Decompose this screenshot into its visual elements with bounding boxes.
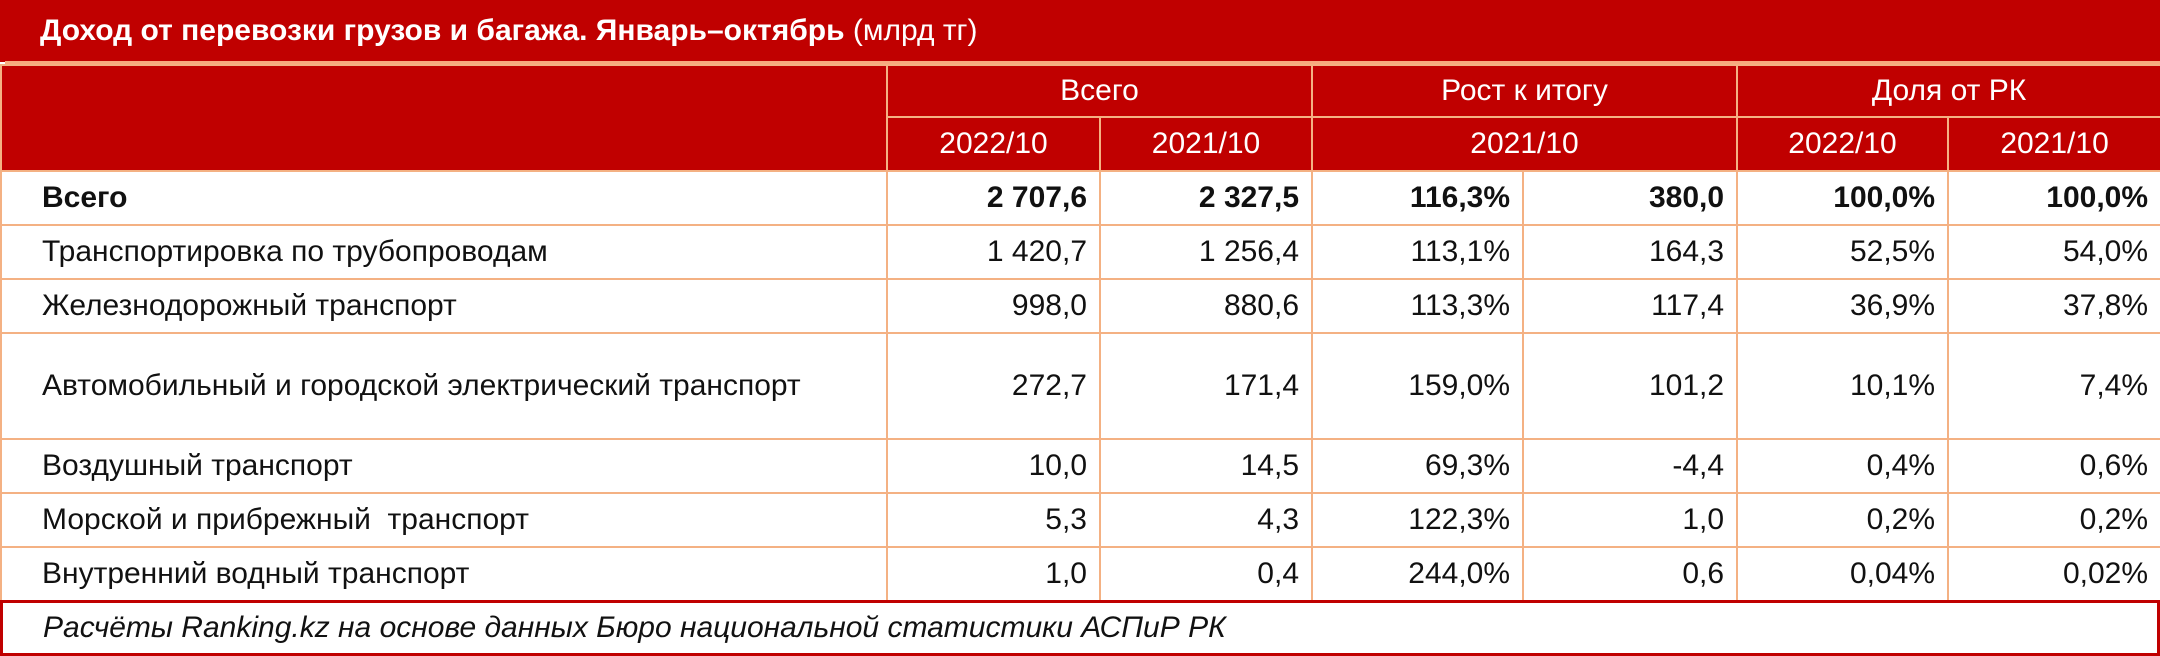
source-footer: Расчёты Ranking.kz на основе данных Бюро… [0,600,2160,656]
row-label: Транспортировка по трубопроводам [0,224,888,280]
row-label: Морской и прибрежный транспорт [0,492,888,548]
cell-value-2021: 0,4 [1098,546,1314,602]
cell-share-2021: 100,0% [1947,170,2160,226]
header-growth-2021: 2021/10 [1311,116,1739,172]
cell-value-2021: 880,6 [1098,278,1314,334]
cell-share-2021: 0,2% [1947,492,2160,548]
table-row: Воздушный транспорт 10,0 14,5 69,3% -4,4… [0,438,2160,494]
cell-growth-pct: 244,0% [1311,546,1525,602]
cell-share-2021: 7,4% [1947,332,2160,440]
title-unit: (млрд тг) [852,14,978,47]
cell-growth-abs: 1,0 [1522,492,1739,548]
cell-growth-pct: 159,0% [1311,332,1525,440]
cell-growth-pct: 122,3% [1311,492,1525,548]
table-row: Железнодорожный транспорт 998,0 880,6 11… [0,278,2160,334]
header-total-2022: 2022/10 [886,116,1101,172]
row-label: Автомобильный и городской электрический … [0,332,888,440]
cell-share-2021: 0,02% [1947,546,2160,602]
header-blank-cell [0,64,888,172]
cell-share-2022: 52,5% [1736,224,1950,280]
cell-share-2022: 0,4% [1736,438,1950,494]
header-row-periods: 2022/10 2021/10 2021/10 2022/10 2021/10 [1,116,2160,172]
cell-growth-pct: 116,3% [1311,170,1525,226]
cell-share-2021: 54,0% [1947,224,2160,280]
cell-share-2022: 0,2% [1736,492,1950,548]
row-label: Воздушный транспорт [0,438,888,494]
cell-value-2022: 5,3 [886,492,1101,548]
cell-growth-abs: 117,4 [1522,278,1739,334]
cell-growth-pct: 113,1% [1311,224,1525,280]
data-table: Всего Рост к итогу Доля от РК 2022/10 20… [0,64,2160,602]
header-share-2021: 2021/10 [1947,116,2160,172]
table-row: Внутренний водный транспорт 1,0 0,4 244,… [0,546,2160,602]
row-label: Внутренний водный транспорт [0,546,888,602]
cell-growth-abs: 101,2 [1522,332,1739,440]
title-divider [5,61,2160,64]
cell-value-2021: 171,4 [1098,332,1314,440]
header-group-total: Всего [885,64,1314,118]
table-title: Доход от перевозки грузов и багажа. Янва… [40,14,978,48]
cell-growth-abs: 164,3 [1522,224,1739,280]
cell-value-2021: 2 327,5 [1098,170,1314,226]
cell-growth-pct: 69,3% [1311,438,1525,494]
cell-value-2022: 10,0 [886,438,1101,494]
row-label: Железнодорожный транспорт [0,278,888,334]
cell-value-2021: 4,3 [1098,492,1314,548]
cell-share-2022: 100,0% [1736,170,1950,226]
title-main: Доход от перевозки грузов и багажа. Янва… [40,14,845,47]
cell-growth-abs: -4,4 [1522,438,1739,494]
cell-value-2022: 2 707,6 [886,170,1101,226]
cell-growth-abs: 380,0 [1522,170,1739,226]
table-row-total: Всего 2 707,6 2 327,5 116,3% 380,0 100,0… [0,170,2160,226]
cell-value-2022: 1 420,7 [886,224,1101,280]
cell-growth-pct: 113,3% [1311,278,1525,334]
table-row: Автомобильный и городской электрический … [0,332,2160,440]
source-note: Расчёты Ranking.kz на основе данных Бюро… [43,611,1226,644]
row-label: Всего [0,170,888,226]
cell-growth-abs: 0,6 [1522,546,1739,602]
cell-share-2022: 10,1% [1736,332,1950,440]
table-row: Морской и прибрежный транспорт 5,3 4,3 1… [0,492,2160,548]
cell-value-2021: 1 256,4 [1098,224,1314,280]
header-total-2021: 2021/10 [1098,116,1314,172]
cell-share-2021: 0,6% [1947,438,2160,494]
header-group-growth: Рост к итогу [1311,64,1739,118]
header-row-groups: Всего Рост к итогу Доля от РК [0,64,2160,172]
cell-value-2022: 1,0 [886,546,1101,602]
header-group-share: Доля от РК [1736,64,2160,118]
cell-share-2022: 36,9% [1736,278,1950,334]
table-title-bar: Доход от перевозки грузов и багажа. Янва… [0,0,2160,62]
cell-value-2022: 272,7 [886,332,1101,440]
cell-share-2021: 37,8% [1947,278,2160,334]
cell-share-2022: 0,04% [1736,546,1950,602]
cell-value-2022: 998,0 [886,278,1101,334]
cell-value-2021: 14,5 [1098,438,1314,494]
table-row: Транспортировка по трубопроводам 1 420,7… [0,224,2160,280]
header-share-2022: 2022/10 [1736,116,1950,172]
